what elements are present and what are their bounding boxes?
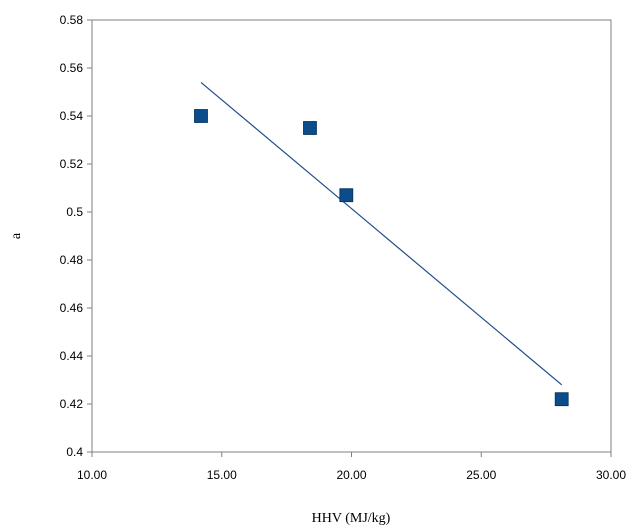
y-tick-label: 0.44 [60,349,84,363]
y-tick-label: 0.4 [66,445,83,459]
data-points-layer [194,109,569,407]
data-point [303,121,317,135]
y-tick-label: 0.56 [60,61,84,75]
y-tick-label: 0.58 [60,13,84,27]
x-axis-title: HHV (MJ/kg) [312,511,391,526]
y-tick-label: 0.48 [60,253,84,267]
y-tick-label: 0.46 [60,301,84,315]
x-tick-label: 15.00 [207,468,237,482]
y-axis-ticks: 0.4 0.42 0.44 0.46 0.48 0.5 0.52 0.54 0.56 0.58 [60,13,92,459]
trendline [200,81,563,386]
plot-area [91,19,612,453]
y-axis-title: a [9,232,24,239]
x-tick-label: 10.00 [77,468,107,482]
trendline-layer [200,81,563,386]
y-tick-label: 0.5 [66,205,83,219]
x-tick-label: 30.00 [596,468,626,482]
x-tick-label: 20.00 [336,468,366,482]
data-point [554,392,569,407]
y-tick-label: 0.54 [60,109,84,123]
y-tick-label: 0.52 [60,157,84,171]
data-point [194,109,208,123]
y-tick-label: 0.42 [60,397,84,411]
x-tick-label: 25.00 [466,468,496,482]
data-point [339,188,354,203]
x-axis-ticks: 10.00 15.00 20.00 25.00 30.00 [77,452,626,482]
